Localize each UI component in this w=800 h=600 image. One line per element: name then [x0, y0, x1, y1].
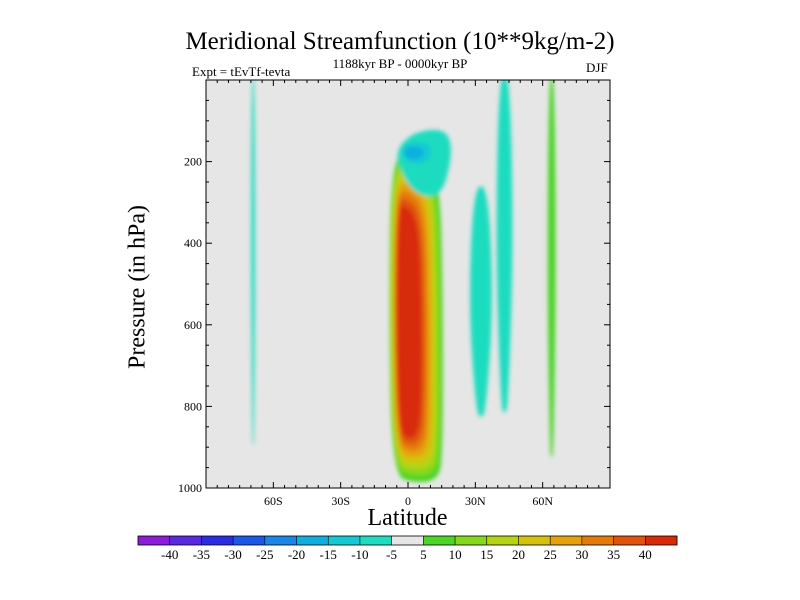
colorbar-swatch: [486, 536, 519, 545]
y-tick-label: 400: [184, 236, 202, 250]
colorbar-swatch: [645, 536, 678, 545]
contour-fill-layer: [251, 80, 556, 482]
colorbar-swatch: [613, 536, 646, 545]
colorbar-swatch: [455, 536, 488, 545]
colorbar-swatch: [359, 536, 392, 545]
colorbar-label: -40: [161, 547, 178, 562]
y-tick-label: 800: [184, 399, 202, 413]
experiment-label: Expt = tEvTf-tevta: [192, 64, 291, 79]
colorbar-swatch: [201, 536, 234, 545]
colorbar-label: 35: [607, 547, 620, 562]
colorbar-swatch: [264, 536, 297, 545]
colorbar-frame: [137, 535, 678, 546]
colorbar-label: 5: [420, 547, 427, 562]
negative-cell-level: [404, 146, 424, 159]
colorbar-swatch: [423, 536, 456, 545]
x-axis-label: Latitude: [367, 505, 448, 531]
y-tick-label: 600: [184, 318, 202, 332]
northern-subtropical-negative-cell: [470, 186, 492, 417]
colorbar-swatch: [518, 536, 551, 545]
colorbar-swatch: [581, 536, 614, 545]
colorbar-swatch: [138, 536, 171, 545]
northern-midlat-negative-band: [496, 80, 513, 413]
colorbar: -40 -35 -30 -25 -20 -15 -10 -5 5 10 15 20 25 30 35 40: [137, 535, 678, 562]
colorbar-label: -30: [224, 547, 241, 562]
colorbar-swatch: [550, 536, 583, 545]
colorbar-swatch: [169, 536, 202, 545]
colorbar-label: -20: [288, 547, 305, 562]
colorbar-label: 40: [639, 547, 652, 562]
x-tick-label: 60N: [532, 494, 553, 508]
colorbar-label: 15: [480, 547, 493, 562]
colorbar-swatch: [296, 536, 329, 545]
southern-high-lat-negative-band: [251, 80, 256, 446]
y-tick-label: 1000: [178, 481, 202, 495]
axes-ticks: 60S 30S 0 30N 60N 200 400 600 800 1000: [178, 80, 610, 508]
colorbar-label: 25: [544, 547, 557, 562]
northern-high-lat-positive-band: [547, 80, 556, 458]
colorbar-label: 10: [449, 547, 462, 562]
colorbar-label: -5: [386, 547, 397, 562]
colorbar-label: -10: [351, 547, 368, 562]
colorbar-label: -35: [193, 547, 210, 562]
colorbar-label: -15: [320, 547, 337, 562]
colorbar-label: -25: [256, 547, 273, 562]
colorbar-swatch: [233, 536, 266, 545]
season-label: DJF: [586, 60, 608, 75]
x-tick-label: 0: [405, 494, 411, 508]
colorbar-swatch: [328, 536, 361, 545]
chart-subtitle: 1188kyr BP - 0000kyr BP: [332, 56, 468, 71]
y-tick-label: 200: [184, 155, 202, 169]
positive-cell-level: [396, 206, 422, 438]
colorbar-label: 20: [512, 547, 525, 562]
x-tick-label: 60S: [264, 494, 283, 508]
y-axis-label: Pressure (in hPa): [124, 205, 151, 369]
x-tick-label: 30N: [465, 494, 486, 508]
colorbar-label: 30: [575, 547, 588, 562]
x-tick-label: 30S: [331, 494, 350, 508]
colorbar-swatch: [391, 536, 424, 545]
chart-title: Meridional Streamfunction (10**9kg/m-2): [185, 28, 615, 55]
